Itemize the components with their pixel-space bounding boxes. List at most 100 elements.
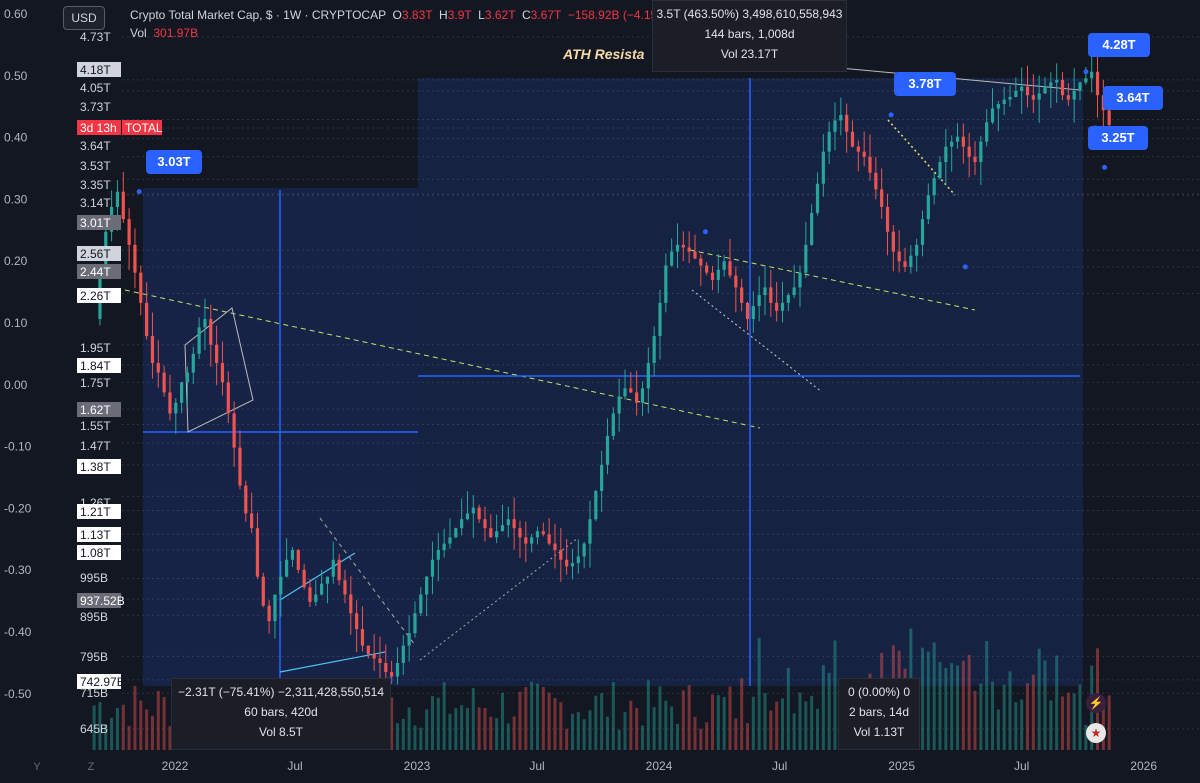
us-flag-icon[interactable]: ★ — [1086, 723, 1106, 743]
candle-body — [145, 302, 149, 336]
candle-body — [687, 247, 691, 252]
measure-tooltip-bear: −2.31T (−75.41%) −2,311,428,550,514 60 b… — [171, 678, 391, 750]
price-label: 715B — [80, 686, 108, 700]
price-label-bg — [77, 504, 121, 519]
volume-bar — [121, 704, 125, 750]
lightning-icon[interactable]: ⚡ — [1086, 693, 1106, 713]
ath-resistance-label: ATH Resista — [563, 46, 645, 62]
candle-body — [897, 251, 901, 262]
volume-bar — [629, 700, 633, 750]
volume-bar — [460, 705, 464, 750]
candle-body — [518, 528, 522, 538]
volume-bar — [1002, 684, 1006, 750]
volume-bar — [1066, 692, 1070, 750]
vol-label: Vol — [130, 26, 147, 40]
volume-bar — [115, 707, 119, 750]
candle-body — [442, 543, 446, 550]
ohlc-h-label: H — [439, 8, 448, 22]
ohlc-o-value: 3.83T — [401, 8, 433, 22]
candle-body — [174, 402, 178, 414]
callout-3-78t: 3.78T — [894, 72, 956, 96]
volume-bar — [559, 702, 563, 750]
volume-bar — [681, 690, 685, 750]
volume-bar — [419, 727, 423, 750]
price-label: 742.97B — [80, 675, 125, 689]
candle-body — [139, 272, 143, 303]
candle-body — [1055, 79, 1059, 83]
volume-bar — [757, 637, 761, 750]
price-label: 995B — [80, 571, 108, 585]
candle-body — [967, 146, 971, 157]
candle-body — [553, 543, 557, 550]
candle-body — [891, 231, 895, 252]
volume-bar — [518, 691, 522, 750]
candle-body — [308, 587, 312, 602]
candle-body — [232, 413, 236, 448]
ohlc-c-value: 3.67T — [530, 8, 562, 22]
price-label: 1.38T — [80, 460, 111, 474]
volume-bar — [716, 695, 720, 750]
volume-bar — [710, 694, 714, 750]
price-label: 645B — [80, 722, 108, 736]
candle-body — [1043, 86, 1047, 94]
volume-bar — [1008, 671, 1012, 750]
trendline — [124, 289, 761, 429]
bottom-z-button[interactable]: Z — [87, 761, 95, 773]
volume-bar — [810, 695, 814, 750]
candle-body — [862, 151, 866, 157]
candle-body — [874, 172, 878, 190]
price-label: 3.01T — [80, 216, 111, 230]
price-label: 3.35T — [80, 178, 111, 192]
candle-body — [565, 559, 569, 567]
price-label-bg — [77, 288, 121, 303]
left-axis-tick: 0.60 — [4, 7, 28, 21]
candle-body — [238, 447, 242, 486]
volume-bar — [465, 708, 469, 750]
candle-body — [384, 662, 388, 673]
volume-bar — [827, 672, 831, 750]
volume-bar — [658, 686, 662, 750]
candle-body — [582, 543, 586, 557]
volume-legend: Vol 301.97B — [130, 26, 198, 40]
candle-body — [454, 528, 458, 538]
candle-body — [349, 594, 353, 614]
price-label-bg — [77, 593, 121, 608]
price-label: 4.18T — [80, 63, 111, 77]
volume-bar — [833, 640, 837, 750]
price-label: 1.75T — [80, 376, 111, 390]
candle-body — [763, 287, 767, 296]
callout-3-25t: 3.25T — [1088, 126, 1148, 150]
candle-body — [133, 244, 137, 273]
x-axis-tick: 2022 — [162, 759, 189, 773]
candle-body — [827, 131, 831, 152]
candle-body — [856, 146, 860, 152]
candle-body — [495, 531, 499, 538]
candle-body — [1060, 79, 1065, 96]
candle-body — [617, 396, 621, 414]
tooltip-line3: Vol 1.13T — [853, 725, 905, 739]
candle-body — [1002, 99, 1006, 105]
volume-bar — [448, 713, 452, 750]
candle-body — [162, 372, 166, 393]
candle-body — [845, 114, 849, 132]
bottom-y-button[interactable]: Y — [33, 761, 41, 773]
volume-bar — [961, 660, 965, 750]
candle-body — [226, 382, 230, 414]
currency-button[interactable]: USD — [63, 6, 105, 30]
volume-bar — [775, 701, 779, 750]
price-label: 895B — [80, 610, 108, 624]
volume-bar — [652, 707, 656, 750]
candle-body — [623, 388, 627, 397]
candle-body — [355, 613, 359, 630]
candle-body — [559, 549, 563, 560]
volume-bar — [664, 700, 668, 750]
x-axis-tick: Jul — [287, 759, 302, 773]
candle-body — [121, 191, 125, 220]
price-label: 4.73T — [80, 30, 111, 44]
candle-body — [360, 629, 365, 646]
volume-bar — [996, 709, 1000, 750]
candle-body — [576, 556, 580, 564]
candle-body — [699, 258, 703, 266]
symbol-title[interactable]: Crypto Total Market Cap, $ · 1W · CRYPTO… — [130, 8, 386, 22]
